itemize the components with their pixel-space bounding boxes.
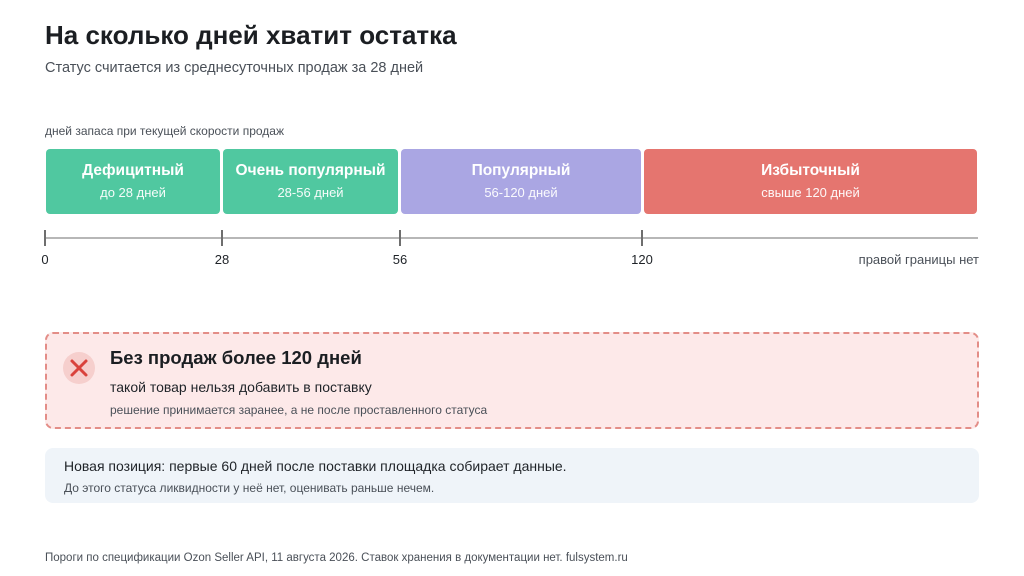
axis-tick <box>399 230 401 246</box>
page-subtitle: Статус считается из среднесуточных прода… <box>45 60 424 76</box>
tick-label: 0 <box>41 252 49 267</box>
axis-tick <box>641 230 643 246</box>
info-box: Новая позиция: первые 60 дней после пост… <box>45 448 979 503</box>
segment-very-popular: Очень популярный 28-56 дней <box>223 149 398 214</box>
axis-end-label: правой границы нет <box>858 252 979 267</box>
info-note: До этого статуса ликвидности у неё нет, … <box>64 481 435 495</box>
segment-deficit: Дефицитный до 28 дней <box>46 149 220 214</box>
segment-popular: Популярный 56-120 дней <box>401 149 641 214</box>
warning-note: решение принимается заранее, а не после … <box>110 403 488 417</box>
segment-range: 28-56 дней <box>277 185 344 200</box>
segment-name: Избыточный <box>761 162 860 179</box>
footer-note: Пороги по спецификации Ozon Seller API, … <box>45 552 628 564</box>
tick-label: 120 <box>631 252 653 267</box>
info-text: Новая позиция: первые 60 дней после пост… <box>64 458 567 474</box>
segment-name: Дефицитный <box>82 162 184 179</box>
tick-label: 28 <box>214 252 230 267</box>
warning-title: Без продаж более 120 дней <box>110 347 362 368</box>
segment-range: 56-120 дней <box>484 185 558 200</box>
segment-range: свыше 120 дней <box>761 185 860 200</box>
page-title: На сколько дней хватит остатка <box>45 20 457 50</box>
tick-label: 56 <box>392 252 408 267</box>
axis-line <box>45 237 978 239</box>
warning-text: такой товар нельзя добавить в поставку <box>110 379 372 395</box>
segment-name: Популярный <box>471 162 571 179</box>
axis-tick <box>44 230 46 246</box>
scale-caption: дней запаса при текущей скорости продаж <box>45 124 284 138</box>
segment-excess: Избыточный свыше 120 дней <box>644 149 977 214</box>
warning-box: Без продаж более 120 дней такой товар не… <box>45 332 979 429</box>
axis-tick <box>221 230 223 246</box>
status-segments: Дефицитный до 28 дней Очень популярный 2… <box>46 149 977 214</box>
segment-range: до 28 дней <box>100 185 166 200</box>
segment-name: Очень популярный <box>235 162 386 179</box>
close-icon <box>63 352 95 384</box>
